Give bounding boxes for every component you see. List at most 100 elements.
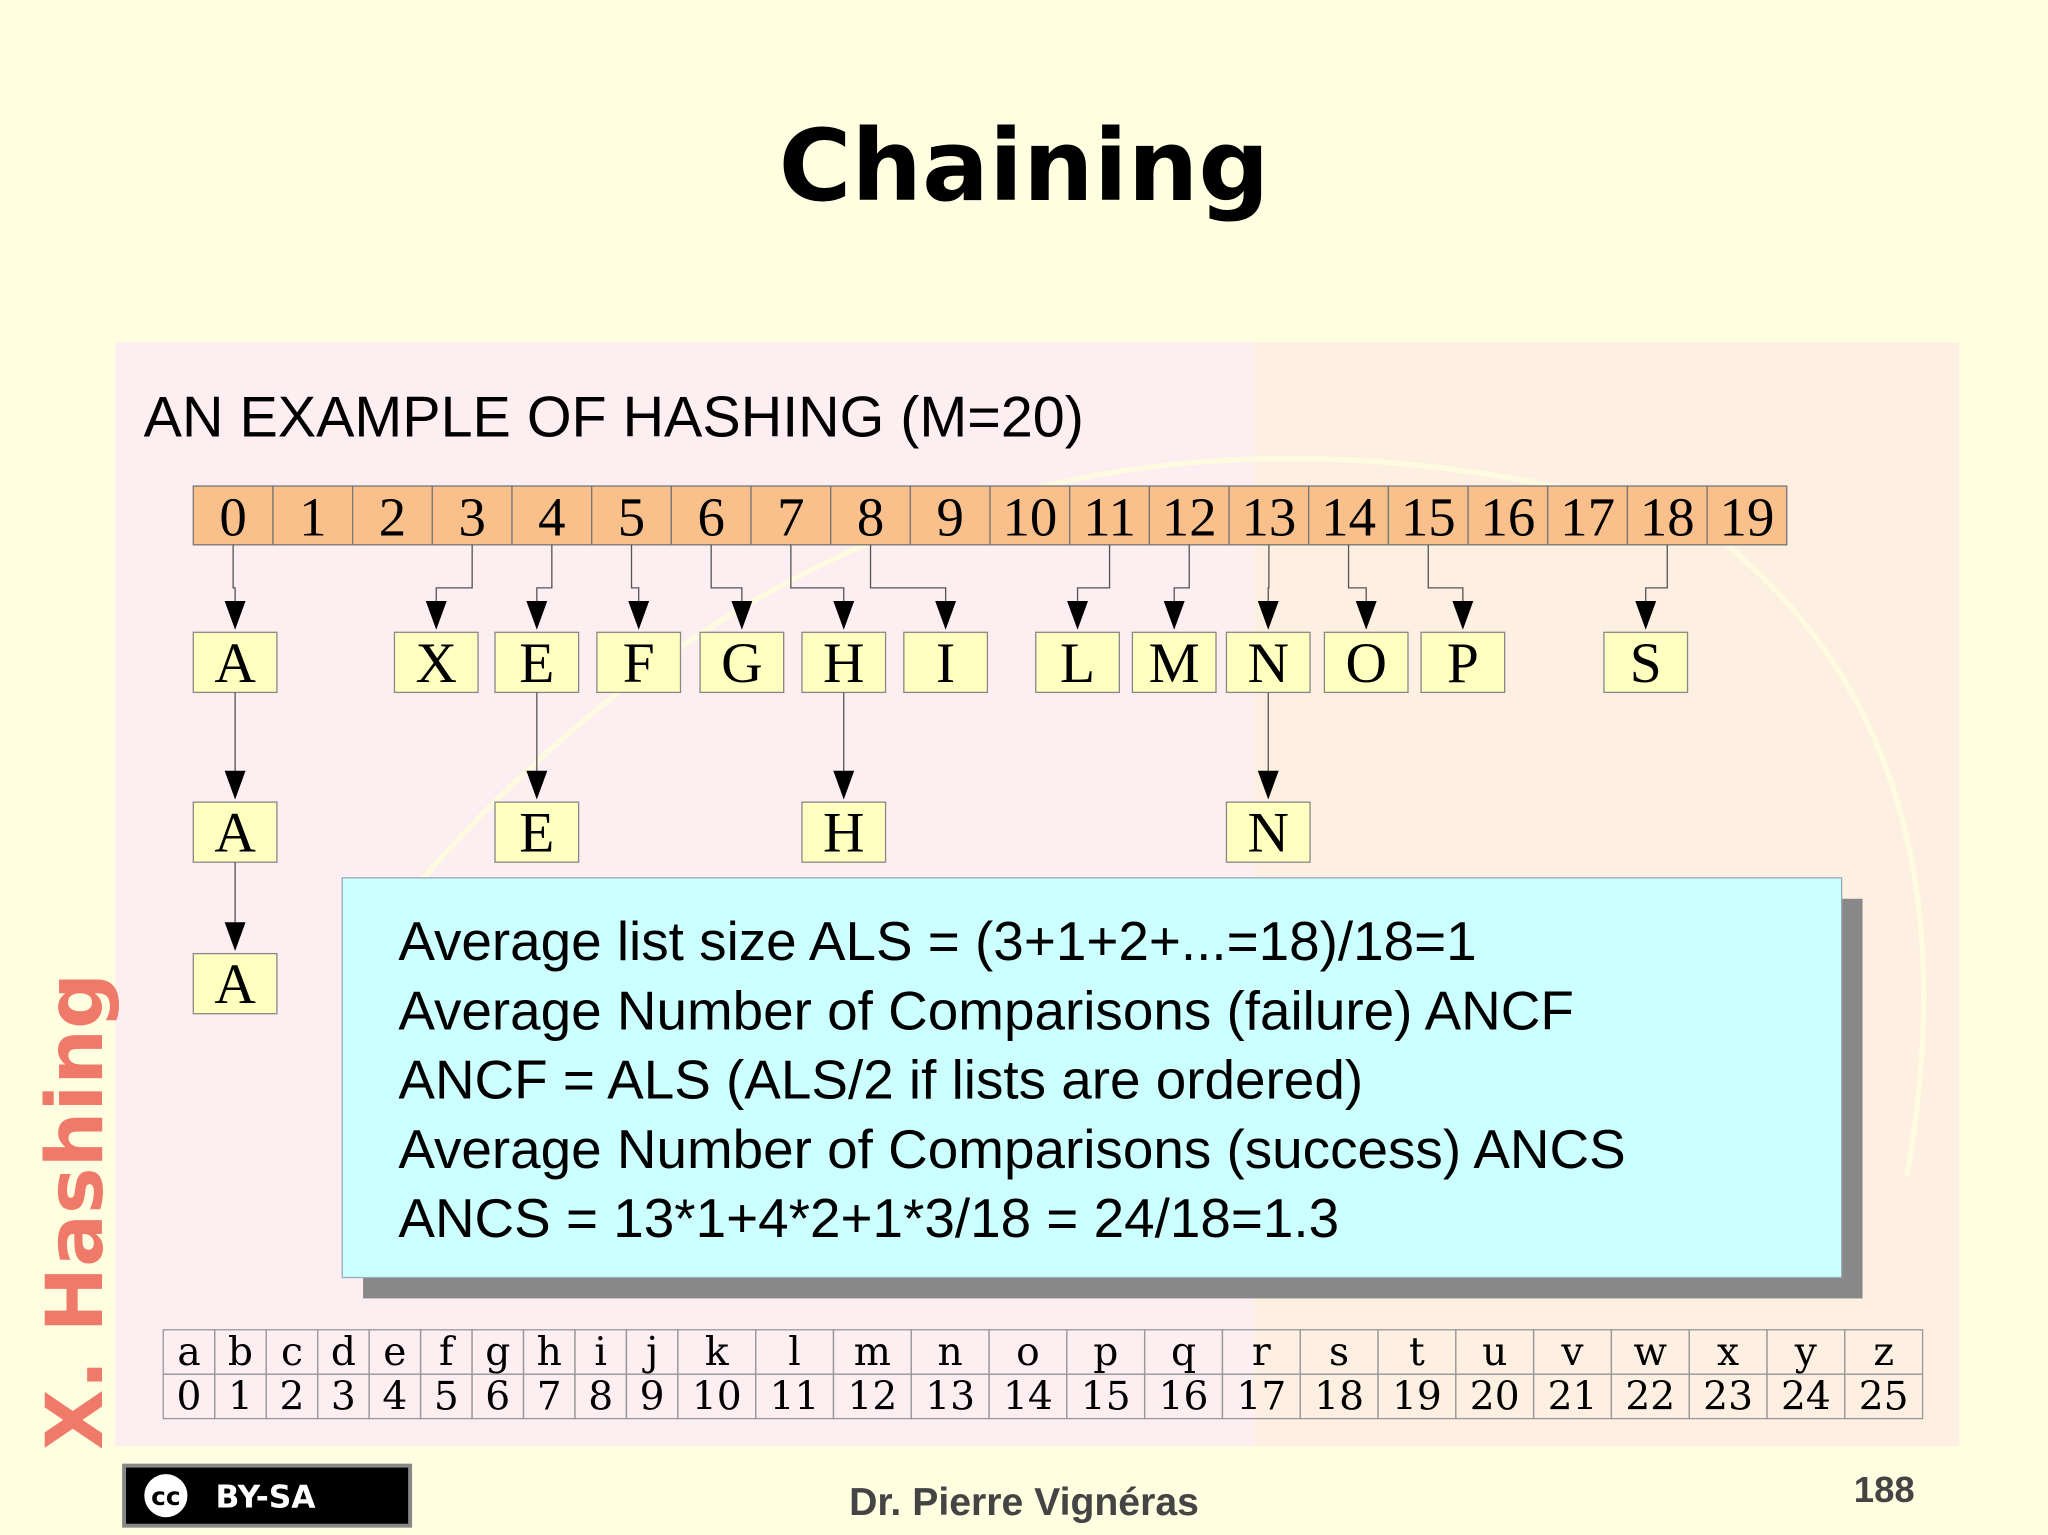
map-letter: z	[1873, 1330, 1894, 1375]
link	[435, 544, 473, 607]
map-letter: u	[1482, 1330, 1507, 1375]
node	[1603, 631, 1689, 694]
slot-label: 17	[1560, 487, 1615, 548]
slot-cell	[989, 485, 1071, 546]
map-code: 4	[382, 1374, 407, 1419]
slot-label: 11	[1083, 487, 1136, 548]
arrow-head	[935, 600, 957, 630]
info-line: Average Number of Comparisons (failure) …	[398, 979, 1574, 1041]
node-key: F	[623, 632, 655, 695]
map-code: 14	[1003, 1374, 1053, 1419]
map-code: 23	[1703, 1374, 1753, 1419]
map-letter: o	[1016, 1330, 1040, 1375]
link	[710, 544, 743, 607]
node	[192, 801, 278, 863]
map-letter: c	[281, 1330, 303, 1375]
arrow-head	[1257, 770, 1279, 800]
slot-cell	[1626, 485, 1708, 546]
slot-cell	[1387, 485, 1469, 546]
link	[1076, 544, 1111, 607]
map-code: 7	[537, 1374, 562, 1419]
map-letter: r	[1252, 1330, 1271, 1375]
node-key: H	[823, 802, 865, 865]
info-box	[341, 877, 1843, 1279]
node-key: M	[1149, 632, 1200, 695]
arrow-head	[1635, 600, 1657, 630]
map-cell	[1844, 1373, 1924, 1420]
map-letter: l	[788, 1330, 801, 1375]
arrow-head	[526, 600, 548, 630]
slot-label: 10	[1002, 487, 1057, 548]
slot-cell	[1069, 485, 1151, 546]
link	[1427, 544, 1464, 607]
map-letter: t	[1409, 1330, 1425, 1375]
slot-cell	[1547, 485, 1629, 546]
link	[1267, 544, 1270, 607]
slot-label: 3	[458, 487, 485, 548]
node-key: A	[214, 953, 256, 1016]
cc-icon: cc	[151, 1482, 180, 1511]
slot-cell	[909, 485, 991, 546]
node-key: S	[1630, 632, 1662, 695]
slot-cell	[431, 485, 513, 546]
arrow-head	[224, 922, 246, 952]
page-number: 188	[1854, 1469, 1915, 1510]
slot-label: 1	[299, 487, 326, 548]
node	[1420, 631, 1506, 694]
slot-label: 7	[777, 487, 804, 548]
slot-label: 0	[219, 487, 246, 548]
node-key: P	[1447, 632, 1479, 695]
map-letter: p	[1093, 1330, 1118, 1375]
map-code: 6	[485, 1374, 510, 1419]
link	[630, 544, 640, 607]
slot-label: 14	[1321, 487, 1376, 548]
node-key: E	[519, 632, 554, 695]
arrow-head	[731, 600, 753, 630]
map-code: 19	[1392, 1374, 1442, 1419]
map-letter: e	[383, 1330, 406, 1375]
node	[393, 631, 479, 694]
map-letter: q	[1171, 1330, 1196, 1375]
arrow-head	[1452, 600, 1474, 630]
node	[494, 631, 580, 694]
node-key: E	[519, 802, 554, 865]
link	[869, 544, 947, 607]
map-code: 5	[434, 1374, 459, 1419]
node	[699, 631, 785, 694]
map-code: 11	[770, 1374, 820, 1419]
arrow-head	[833, 770, 855, 800]
map-letter: h	[537, 1330, 562, 1375]
slot-cell	[1467, 485, 1549, 546]
info-line: Average list size ALS = (3+1+2+...=18)/1…	[398, 910, 1476, 972]
map-letter: d	[331, 1330, 356, 1375]
map-letter: a	[177, 1330, 200, 1375]
node-key: X	[415, 632, 457, 695]
slot-cell	[351, 485, 433, 546]
author: Dr. Pierre Vignéras	[849, 1481, 1199, 1524]
link	[232, 544, 236, 607]
decor-curve	[389, 455, 1927, 1177]
map-code: 22	[1625, 1374, 1675, 1419]
slot-label: 12	[1162, 487, 1217, 548]
map-letter: w	[1634, 1330, 1668, 1375]
slot-label: 16	[1480, 487, 1535, 548]
node	[903, 631, 989, 694]
map-letter: y	[1794, 1330, 1818, 1375]
map-code: 24	[1781, 1374, 1831, 1419]
info-line: ANCS = 13*1+4*2+1*3/18 = 24/18=1.3	[398, 1187, 1339, 1249]
node	[1323, 631, 1409, 694]
map-code: 1	[228, 1374, 253, 1419]
license: BY-SA	[216, 1479, 317, 1515]
node	[801, 801, 887, 863]
map-code: 3	[331, 1374, 356, 1419]
node	[1131, 631, 1217, 694]
map-letter: i	[594, 1330, 607, 1375]
map-code: 18	[1314, 1374, 1364, 1419]
link	[1645, 544, 1668, 607]
arrow-head	[224, 600, 246, 630]
slot-label: 19	[1720, 487, 1775, 548]
slot-label: 18	[1640, 487, 1695, 548]
slot-cell	[830, 485, 912, 546]
cc-circle	[140, 1470, 192, 1522]
